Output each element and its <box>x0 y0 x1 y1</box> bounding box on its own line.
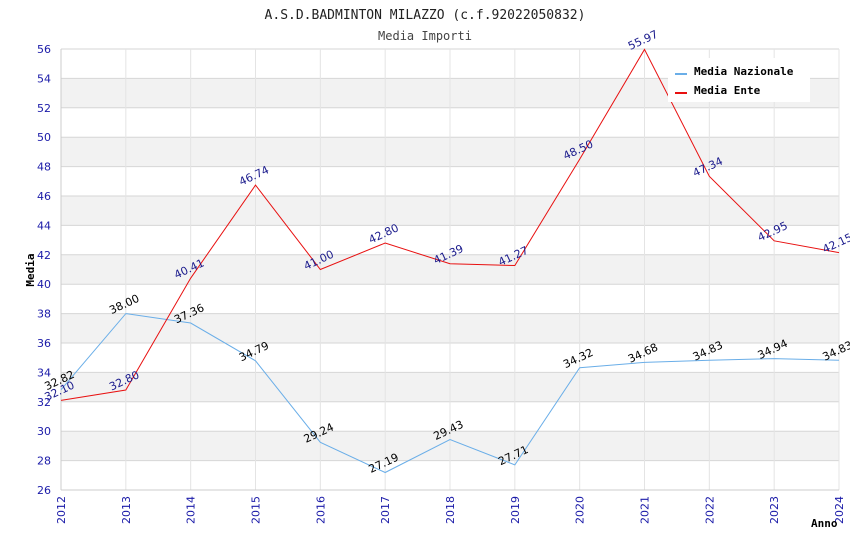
x-axis-label: Anno <box>811 517 838 530</box>
y-tick-label: 48 <box>37 161 51 174</box>
x-tick-label: 2019 <box>509 496 522 524</box>
x-tick-label: 2014 <box>185 496 198 524</box>
y-tick-label: 36 <box>37 337 51 350</box>
grid-lines <box>60 48 840 491</box>
x-tick-label: 2013 <box>120 496 133 524</box>
series-lines <box>60 48 840 474</box>
y-axis-label: Media <box>24 253 37 286</box>
x-tick-label: 2024 <box>833 496 846 524</box>
x-tick-label: 2021 <box>639 496 652 524</box>
y-axis-ticks: 26 28 30 32 34 36 38 40 42 44 46 48 50 52 54 56 <box>37 43 51 497</box>
x-tick-label: 2020 <box>574 496 587 524</box>
y-tick-label: 32 <box>37 396 51 409</box>
chart-title: A.S.D.BADMINTON MILAZZO (c.f.92022050832… <box>265 8 586 23</box>
y-tick-label: 50 <box>37 131 51 144</box>
y-tick-label: 52 <box>37 102 51 115</box>
y-tick-label: 42 <box>37 249 51 262</box>
y-tick-label: 54 <box>37 72 51 85</box>
x-tick-label: 2016 <box>314 496 327 524</box>
legend: Media Nazionale Media Ente <box>668 58 810 102</box>
chart-subtitle: Media Importi <box>378 29 472 43</box>
y-tick-label: 38 <box>37 308 51 321</box>
x-axis-ticks: 2012 2013 2014 2015 2016 2017 2018 2019 2020 2021… <box>55 496 846 524</box>
y-tick-label: 44 <box>37 219 51 232</box>
series-line-media-nazionale <box>60 313 840 474</box>
y-tick-label: 56 <box>37 43 51 56</box>
legend-entry: Media Nazionale <box>694 65 794 78</box>
y-tick-label: 34 <box>37 366 51 379</box>
y-tick-label: 28 <box>37 455 51 468</box>
x-tick-label: 2022 <box>703 496 716 524</box>
y-tick-label: 26 <box>37 484 51 497</box>
series-line-media-ente <box>60 48 840 401</box>
x-tick-label: 2012 <box>55 496 68 524</box>
legend-entry: Media Ente <box>694 84 761 97</box>
y-tick-label: 46 <box>37 190 51 203</box>
legend-box <box>668 58 810 102</box>
y-tick-label: 30 <box>37 425 51 438</box>
x-tick-label: 2018 <box>444 496 457 524</box>
x-tick-label: 2023 <box>768 496 781 524</box>
x-tick-label: 2017 <box>379 496 392 524</box>
x-tick-label: 2015 <box>250 496 263 524</box>
y-tick-label: 40 <box>37 278 51 291</box>
